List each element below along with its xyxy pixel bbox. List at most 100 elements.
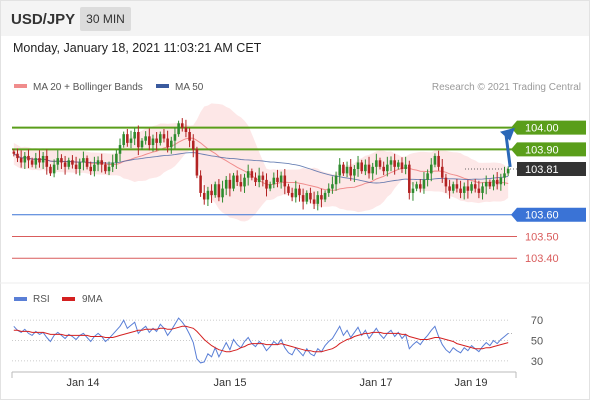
candle-body xyxy=(41,155,45,163)
candle-body xyxy=(371,166,374,174)
level-label-103.50: 103.50 xyxy=(525,231,559,243)
candle-body xyxy=(466,186,470,191)
legend-swatch-9ma xyxy=(62,297,75,301)
rsi-line xyxy=(13,317,509,364)
ma20-line xyxy=(13,137,509,191)
candle-body xyxy=(294,188,298,198)
candle-body xyxy=(492,179,495,187)
ma50-line xyxy=(13,152,509,184)
candle-body xyxy=(484,182,488,187)
candle-body xyxy=(265,179,268,189)
candle-body xyxy=(49,166,52,174)
candle-body xyxy=(148,136,151,146)
candle-body xyxy=(16,153,19,159)
candle-body xyxy=(173,134,177,141)
candle-body xyxy=(301,195,305,202)
level-label-103.40: 103.40 xyxy=(525,253,559,265)
candle-body xyxy=(283,175,287,187)
candle-body xyxy=(67,160,71,167)
candle-body xyxy=(349,166,352,176)
candle-body xyxy=(254,177,257,183)
candle-body xyxy=(506,169,510,174)
rsi-tick-30: 30 xyxy=(531,356,543,368)
candle-body xyxy=(345,166,349,174)
candle-body xyxy=(217,184,221,198)
level-label-104.00: 104.00 xyxy=(525,123,559,135)
legend-label-rsi: RSI xyxy=(33,294,50,305)
candle-body xyxy=(316,195,320,204)
candle-body xyxy=(23,155,27,163)
candle-body xyxy=(309,192,312,200)
candle-body xyxy=(232,175,235,189)
last-price-tag xyxy=(517,162,586,176)
time-tick-label: Jan 14 xyxy=(66,377,99,389)
candle-body xyxy=(327,188,331,193)
candle-body xyxy=(298,188,301,196)
candle-body xyxy=(367,164,371,174)
candle-body xyxy=(71,160,74,165)
legend-label-ma50: MA 50 xyxy=(175,82,204,93)
candle-body xyxy=(100,160,103,165)
candle-body xyxy=(52,164,56,174)
candle-body xyxy=(279,175,283,183)
candle-body xyxy=(235,175,239,183)
candle-body xyxy=(206,190,210,200)
candle-body xyxy=(408,164,411,193)
candle-body xyxy=(34,158,38,165)
candle-body xyxy=(397,162,400,167)
candle-body xyxy=(243,177,246,187)
candle-body xyxy=(104,164,107,172)
candle-body xyxy=(415,184,418,189)
candle-body xyxy=(276,177,279,183)
candle-body xyxy=(312,199,316,204)
candle-body xyxy=(444,177,448,187)
candle-body xyxy=(166,138,169,148)
candle-body xyxy=(129,138,133,143)
timeframe-button[interactable]: 30 MIN xyxy=(80,7,131,31)
time-tick-label: Jan 19 xyxy=(454,377,487,389)
candle-body xyxy=(122,134,125,146)
candle-body xyxy=(115,153,118,163)
datetime-label: Monday, January 18, 2021 11:03:21 AM CET xyxy=(13,41,262,55)
candle-body xyxy=(462,186,466,193)
candle-body xyxy=(290,192,294,198)
candle-body xyxy=(246,171,250,178)
candle-body xyxy=(261,175,265,180)
candle-body xyxy=(287,186,290,193)
candle-body xyxy=(404,164,407,169)
candle-body xyxy=(133,132,136,139)
forecast-arrow-line xyxy=(504,134,512,168)
candle-body xyxy=(111,162,114,167)
legend-swatch-ma50 xyxy=(156,84,169,88)
candle-body xyxy=(118,145,122,154)
candle-body xyxy=(107,166,111,172)
candle-body xyxy=(451,184,455,191)
candle-body xyxy=(429,164,433,174)
candle-body xyxy=(440,166,444,178)
candle-body xyxy=(342,164,345,174)
candle-body xyxy=(356,162,360,169)
level-label-103.90: 103.90 xyxy=(525,144,559,156)
candle-body xyxy=(437,155,440,167)
candle-body xyxy=(360,162,363,172)
candle-body xyxy=(180,123,184,128)
candle-body xyxy=(448,186,451,191)
time-tick-label: Jan 15 xyxy=(213,377,246,389)
candle-body xyxy=(151,138,155,146)
candle-body xyxy=(199,175,202,193)
candle-body xyxy=(473,184,477,189)
legend-swatch-ma20 xyxy=(14,84,27,88)
candle-body xyxy=(184,127,188,132)
candle-body xyxy=(221,188,224,198)
candle-body xyxy=(228,179,232,189)
candle-body xyxy=(60,158,63,163)
legend-label-ma20: MA 20 + Bollinger Bands xyxy=(33,82,143,93)
candle-body xyxy=(323,192,327,200)
candle-body xyxy=(382,166,385,172)
time-tick-label: Jan 17 xyxy=(359,377,392,389)
level-tag-103.60 xyxy=(511,207,586,222)
legend-swatch-rsi xyxy=(14,297,27,301)
candle-body xyxy=(93,164,96,172)
candle-body xyxy=(85,158,89,167)
